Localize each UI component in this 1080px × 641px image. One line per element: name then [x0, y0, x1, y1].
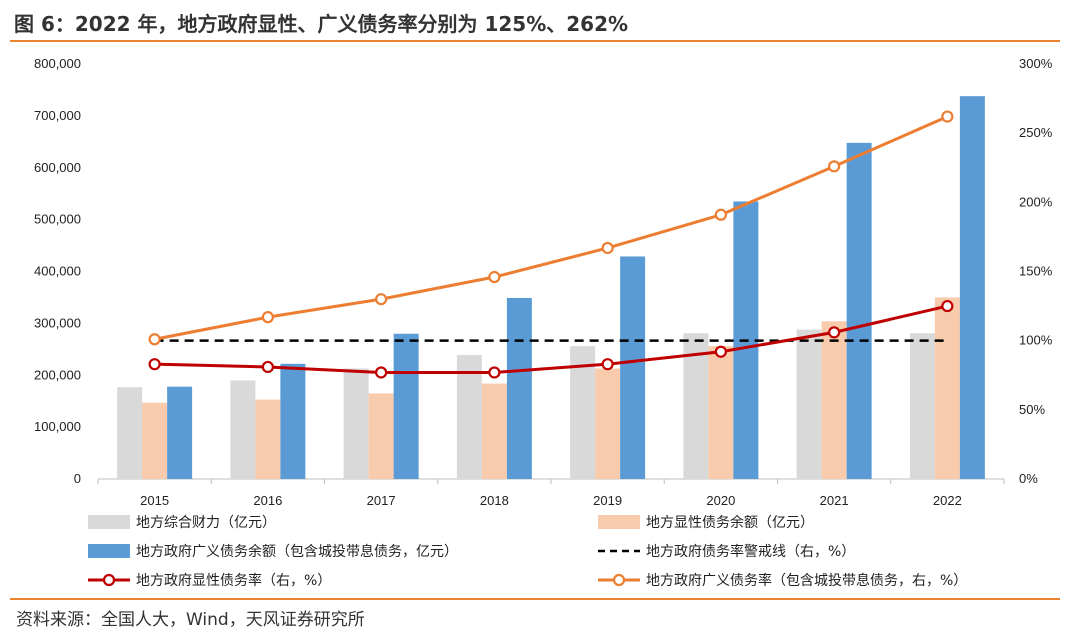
x-axis: 2015 2016 2017 2018 2019 2020 2021 2022	[97, 478, 1005, 508]
line-marker	[375, 293, 388, 306]
left-y-tick-label: 500,000	[34, 212, 81, 227]
bar	[368, 393, 394, 479]
bar	[934, 297, 960, 479]
line-marker	[148, 358, 161, 371]
bar	[708, 346, 734, 479]
bar	[796, 329, 822, 479]
series-line	[154, 115, 948, 341]
bar	[570, 346, 596, 479]
line-marker	[375, 366, 388, 379]
combo-chart: 0 100,000 200,000 300,000 400,000 500,000 600,…	[34, 56, 1053, 589]
bar	[821, 321, 847, 479]
line-marker	[261, 360, 274, 374]
x-tick-label: 2022	[933, 493, 962, 508]
right-y-tick-label: 0%	[1019, 471, 1038, 486]
x-tick-label: 2018	[480, 493, 509, 508]
x-tick-label: 2016	[253, 493, 282, 508]
left-y-tick-label: 400,000	[34, 264, 81, 279]
left-y-tick-label: 0	[74, 471, 81, 486]
legend-marker	[102, 573, 116, 587]
line-marker	[601, 358, 614, 371]
bar	[909, 333, 935, 479]
left-y-tick-label: 600,000	[34, 160, 81, 175]
legend-label: 地方政府显性债务率（右，%）	[136, 572, 331, 589]
bar	[117, 387, 143, 479]
line-marker	[828, 326, 841, 339]
right-y-tick-label: 250%	[1019, 125, 1053, 140]
line-marker	[601, 241, 614, 255]
x-tick-label: 2015	[140, 493, 169, 508]
line-marker	[148, 333, 161, 346]
legend-marker	[612, 573, 626, 587]
legend-swatch	[88, 515, 130, 529]
legend-label: 地方显性债务余额（亿元）	[646, 514, 814, 531]
line-marker	[714, 208, 727, 221]
series-line	[154, 304, 948, 374]
bar	[456, 355, 482, 479]
top-rule	[10, 40, 1060, 42]
bar	[506, 297, 532, 479]
x-tick-label: 2021	[820, 493, 849, 508]
line-marker	[828, 160, 841, 173]
line-marker	[261, 311, 274, 324]
legend-label: 地方综合财力（亿元）	[136, 515, 276, 531]
chart-title: 图 6：2022 年，地方政府显性、广义债务率分别为 125%、262%	[14, 12, 629, 36]
left-y-tick-label: 700,000	[34, 108, 81, 123]
x-tick-label: 2017	[367, 493, 396, 508]
bar	[959, 96, 985, 479]
right-y-tick-label: 150%	[1019, 264, 1053, 279]
line-marker	[941, 299, 954, 313]
bar	[142, 402, 168, 479]
legend-swatch	[598, 515, 640, 529]
bar	[846, 142, 872, 479]
legend-label: 地方政府广义债务率（包含城投带息债务，右，%）	[646, 572, 967, 589]
right-y-tick-label: 300%	[1019, 56, 1053, 71]
legend-label: 地方政府广义债务余额（包含城投带息债务，亿元）	[136, 543, 458, 560]
line-series	[148, 110, 954, 379]
left-y-tick-label: 100,000	[34, 419, 81, 434]
bar	[683, 333, 709, 479]
bar	[167, 386, 193, 479]
left-y-tick-label: 200,000	[34, 367, 81, 382]
x-tick-label: 2020	[706, 493, 735, 508]
bar-series	[117, 96, 985, 479]
right-y-tick-label: 50%	[1019, 402, 1045, 417]
source-note: 资料来源：全国人大，Wind，天风证券研究所	[16, 610, 365, 630]
bar	[230, 380, 256, 479]
bar	[620, 256, 646, 479]
legend-label: 地方政府债务率警戒线（右，%）	[646, 543, 855, 560]
line-marker	[488, 366, 501, 379]
left-y-tick-label: 300,000	[34, 315, 81, 330]
line-marker	[941, 110, 954, 123]
line-marker	[488, 270, 501, 284]
right-y-tick-label: 200%	[1019, 194, 1053, 209]
legend-swatch	[88, 544, 130, 558]
right-y-tick-label: 100%	[1019, 333, 1053, 348]
bar	[255, 399, 281, 479]
bar	[481, 383, 507, 479]
x-tick-label: 2019	[593, 493, 622, 508]
legend: 地方综合财力（亿元） 地方显性债务余额（亿元） 地方政府广义债务余额（包含城投带息债…	[88, 514, 967, 589]
left-y-tick-label: 800,000	[34, 56, 81, 71]
bar	[343, 368, 369, 479]
line-marker	[714, 345, 727, 358]
bar	[595, 368, 621, 479]
bottom-rule	[10, 598, 1060, 600]
bar	[280, 363, 306, 479]
bar	[393, 333, 419, 479]
right-y-axis: 0% 50% 100% 150% 200% 250% 300%	[1019, 56, 1053, 486]
left-y-axis: 0 100,000 200,000 300,000 400,000 500,000 600,…	[34, 56, 81, 486]
